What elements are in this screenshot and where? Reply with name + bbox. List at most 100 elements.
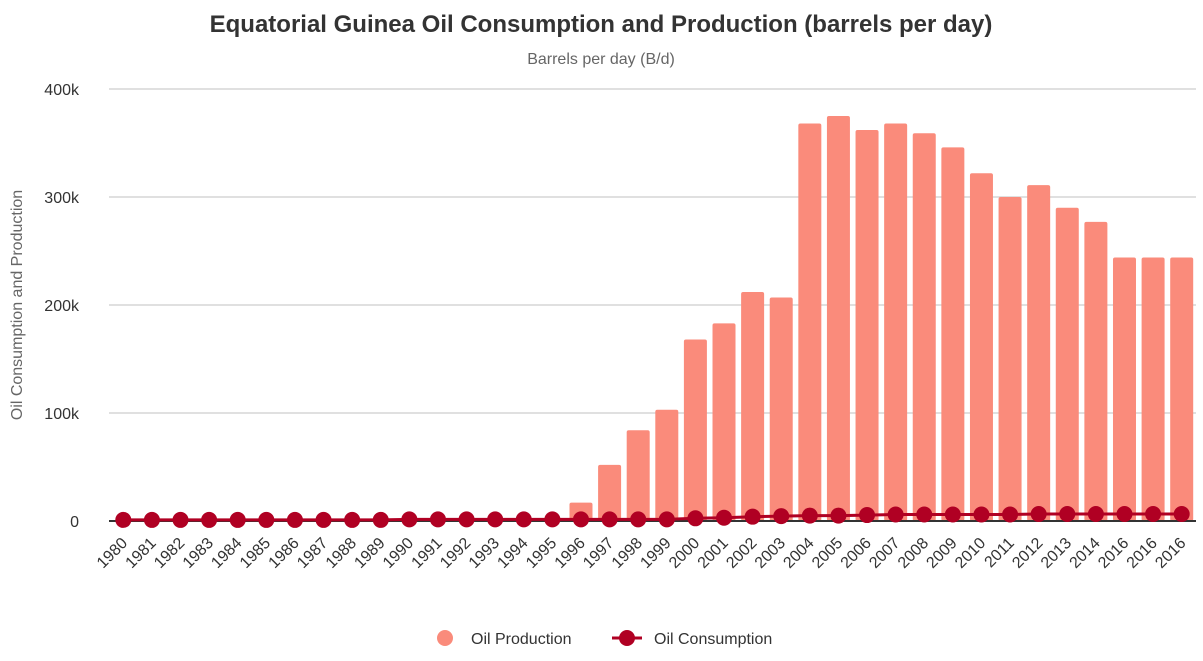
x-tick-label: 1999 bbox=[637, 535, 674, 572]
consumption-point[interactable] bbox=[1002, 506, 1019, 523]
consumption-point[interactable] bbox=[1059, 505, 1076, 522]
production-bar[interactable] bbox=[1170, 257, 1194, 521]
x-tick-label: 1992 bbox=[437, 535, 474, 572]
production-bar[interactable] bbox=[655, 409, 679, 521]
consumption-point[interactable] bbox=[744, 508, 761, 525]
consumption-point[interactable] bbox=[801, 507, 818, 524]
consumption-series bbox=[115, 505, 1190, 528]
consumption-point[interactable] bbox=[172, 511, 189, 528]
consumption-point[interactable] bbox=[258, 511, 275, 528]
consumption-point[interactable] bbox=[773, 508, 790, 525]
consumption-point[interactable] bbox=[601, 511, 618, 528]
consumption-point[interactable] bbox=[1116, 505, 1133, 522]
x-tick-label: 2004 bbox=[780, 535, 817, 572]
x-tick-label: 1998 bbox=[609, 535, 646, 572]
production-bar[interactable] bbox=[1084, 221, 1108, 521]
consumption-point[interactable] bbox=[887, 506, 904, 523]
x-tick-label: 1986 bbox=[266, 535, 303, 572]
production-bar[interactable] bbox=[998, 197, 1022, 521]
x-tick-label: 1987 bbox=[294, 535, 331, 572]
production-bar[interactable] bbox=[741, 292, 765, 521]
y-axis-ticks: 0 100k 200k 300k 400k bbox=[44, 82, 80, 531]
x-tick-label: 2014 bbox=[1067, 535, 1104, 572]
x-tick-label: 2010 bbox=[952, 535, 989, 572]
x-tick-label: 1989 bbox=[351, 535, 388, 572]
x-tick-label: 1984 bbox=[208, 535, 245, 572]
x-tick-label: 2009 bbox=[923, 535, 960, 572]
production-bar[interactable] bbox=[712, 323, 736, 521]
consumption-point[interactable] bbox=[1173, 505, 1190, 522]
consumption-point[interactable] bbox=[859, 507, 876, 524]
legend: Oil Production Oil Consumption bbox=[437, 630, 772, 648]
consumption-point[interactable] bbox=[487, 511, 504, 528]
consumption-point[interactable] bbox=[544, 511, 561, 528]
x-tick-label: 2003 bbox=[752, 535, 789, 572]
x-tick-label: 2013 bbox=[1038, 535, 1075, 572]
consumption-point[interactable] bbox=[716, 509, 733, 526]
x-tick-label: 2016 bbox=[1095, 535, 1132, 572]
consumption-point[interactable] bbox=[687, 510, 704, 527]
consumption-point[interactable] bbox=[401, 511, 418, 528]
x-tick-label: 1980 bbox=[94, 535, 131, 572]
y-tick-label: 300k bbox=[44, 190, 80, 207]
consumption-point[interactable] bbox=[458, 511, 475, 528]
production-bar[interactable] bbox=[855, 130, 879, 522]
y-tick-label: 0 bbox=[70, 514, 79, 531]
x-tick-label: 2002 bbox=[723, 535, 760, 572]
consumption-point[interactable] bbox=[515, 511, 532, 528]
x-tick-label: 1983 bbox=[180, 535, 217, 572]
consumption-point[interactable] bbox=[372, 511, 389, 528]
consumption-point[interactable] bbox=[143, 511, 160, 528]
consumption-point[interactable] bbox=[630, 511, 647, 528]
production-bar[interactable] bbox=[683, 339, 707, 521]
x-tick-label: 2001 bbox=[695, 535, 732, 572]
consumption-point[interactable] bbox=[344, 511, 361, 528]
y-tick-label: 400k bbox=[44, 82, 80, 99]
consumption-point[interactable] bbox=[429, 511, 446, 528]
production-bar[interactable] bbox=[1112, 257, 1136, 521]
x-tick-label: 1990 bbox=[380, 535, 417, 572]
legend-item-oil-production[interactable]: Oil Production bbox=[437, 630, 572, 648]
production-bar[interactable] bbox=[798, 123, 822, 521]
production-bar[interactable] bbox=[912, 133, 936, 521]
consumption-line bbox=[123, 512, 1182, 522]
x-tick-label: 1991 bbox=[409, 535, 446, 572]
x-tick-label: 2005 bbox=[809, 535, 846, 572]
x-tick-label: 1997 bbox=[580, 535, 617, 572]
production-bar[interactable] bbox=[769, 297, 793, 521]
x-tick-label: 2012 bbox=[1009, 535, 1046, 572]
consumption-point[interactable] bbox=[286, 511, 303, 528]
consumption-point[interactable] bbox=[1145, 505, 1162, 522]
production-bar[interactable] bbox=[826, 116, 850, 521]
consumption-point[interactable] bbox=[115, 511, 132, 528]
consumption-point[interactable] bbox=[572, 511, 589, 528]
production-bar[interactable] bbox=[1027, 185, 1051, 521]
production-bar[interactable] bbox=[626, 430, 650, 521]
production-bar[interactable] bbox=[598, 464, 622, 521]
consumption-point[interactable] bbox=[830, 507, 847, 524]
x-tick-label: 1995 bbox=[523, 535, 560, 572]
consumption-point[interactable] bbox=[229, 511, 246, 528]
x-tick-label: 2000 bbox=[666, 535, 703, 572]
production-bar[interactable] bbox=[884, 123, 908, 521]
consumption-point[interactable] bbox=[973, 506, 990, 523]
x-tick-label: 1993 bbox=[466, 535, 503, 572]
consumption-point[interactable] bbox=[944, 506, 961, 523]
legend-production-label: Oil Production bbox=[471, 631, 572, 648]
consumption-point[interactable] bbox=[201, 511, 218, 528]
legend-production-swatch bbox=[437, 630, 453, 646]
x-axis-ticks: 1980198119821983198419851986198719881989… bbox=[94, 535, 1190, 572]
legend-item-oil-consumption[interactable]: Oil Consumption bbox=[612, 630, 772, 648]
production-bar[interactable] bbox=[969, 173, 993, 522]
y-tick-label: 200k bbox=[44, 298, 80, 315]
legend-consumption-swatch bbox=[619, 630, 635, 646]
legend-consumption-label: Oil Consumption bbox=[654, 631, 772, 648]
consumption-point[interactable] bbox=[658, 511, 675, 528]
production-bar[interactable] bbox=[941, 147, 965, 521]
production-bar[interactable] bbox=[1055, 207, 1079, 522]
consumption-point[interactable] bbox=[916, 506, 933, 523]
production-bar[interactable] bbox=[1141, 257, 1165, 521]
consumption-point[interactable] bbox=[315, 511, 332, 528]
consumption-point[interactable] bbox=[1030, 505, 1047, 522]
consumption-point[interactable] bbox=[1087, 505, 1104, 522]
